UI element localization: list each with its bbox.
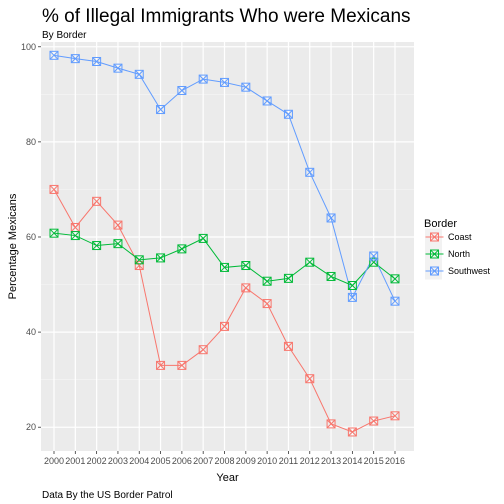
x-tick-label: 2016 (385, 456, 405, 466)
data-point-coast (198, 345, 208, 355)
x-tick-label: 2000 (44, 456, 64, 466)
data-point-southwest (305, 167, 315, 177)
data-point-southwest (241, 82, 251, 92)
data-point-southwest (369, 251, 379, 261)
x-tick-label: 2010 (257, 456, 277, 466)
data-point-southwest (262, 96, 272, 106)
data-point-southwest (326, 213, 336, 223)
x-tick-label: 2008 (214, 456, 234, 466)
data-point-southwest (156, 105, 166, 115)
data-point-north (198, 233, 208, 243)
legend-key-marker (430, 232, 439, 242)
data-point-southwest (113, 63, 123, 73)
x-tick-label: 2009 (236, 456, 256, 466)
x-tick-label: 2001 (65, 456, 85, 466)
legend-key-marker (430, 266, 439, 276)
y-tick-label: 20 (26, 422, 36, 432)
data-point-southwest (347, 292, 357, 302)
y-tick-label: 60 (26, 232, 36, 242)
chart-subtitle: By Border (42, 30, 87, 41)
data-point-north (262, 276, 272, 286)
data-point-north (49, 228, 59, 238)
data-point-north (241, 261, 251, 271)
x-tick-label: 2011 (279, 456, 298, 466)
data-point-coast (369, 416, 379, 426)
chart-title: % of Illegal Immigrants Who were Mexican… (42, 6, 411, 27)
x-tick-label: 2004 (129, 456, 149, 466)
data-point-southwest (49, 50, 59, 60)
y-tick-label: 40 (26, 327, 36, 337)
x-axis-title: Year (216, 472, 239, 484)
data-point-coast (49, 184, 59, 194)
legend-label-coast: Coast (448, 232, 472, 242)
x-tick-label: 2003 (108, 456, 128, 466)
x-tick-label: 2007 (193, 456, 213, 466)
data-point-coast (390, 411, 400, 421)
data-point-southwest (390, 296, 400, 306)
y-tick-label: 80 (26, 137, 36, 147)
data-point-southwest (283, 109, 293, 119)
grid-major (41, 42, 414, 451)
data-point-southwest (198, 74, 208, 84)
data-point-north (177, 244, 187, 254)
x-tick-label: 2005 (151, 456, 171, 466)
data-point-coast (241, 283, 251, 293)
data-point-coast (177, 360, 187, 370)
series-layer (49, 50, 400, 437)
chart-caption: Data By the US Border Patrol (42, 490, 173, 501)
y-axis: 20 40 60 80 100 (21, 42, 41, 432)
data-point-coast (283, 341, 293, 351)
x-tick-label: 2012 (300, 456, 320, 466)
data-point-coast (347, 427, 357, 437)
legend: Border Coast North Southwest (424, 218, 491, 280)
y-tick-label: 100 (21, 42, 36, 52)
data-point-north (70, 231, 80, 241)
legend-item-southwest: Southwest (425, 262, 491, 280)
legend-label-southwest: Southwest (448, 266, 491, 276)
data-point-north (326, 271, 336, 281)
x-tick-label: 2013 (321, 456, 341, 466)
data-point-north (134, 255, 144, 265)
data-point-north (113, 239, 123, 249)
data-point-coast (156, 360, 166, 370)
x-tick-label: 2014 (342, 456, 362, 466)
legend-label-north: North (448, 249, 470, 259)
data-point-coast (305, 374, 315, 384)
legend-title: Border (424, 218, 457, 230)
y-axis-title: Percentage Mexicans (7, 193, 19, 299)
data-point-north (347, 280, 357, 290)
data-point-southwest (134, 69, 144, 79)
data-point-southwest (92, 56, 102, 66)
x-tick-label: 2006 (172, 456, 192, 466)
data-point-north (305, 257, 315, 267)
data-point-southwest (220, 77, 229, 87)
x-tick-label: 2002 (87, 456, 107, 466)
data-point-north (283, 273, 293, 283)
legend-item-north: North (425, 245, 470, 263)
data-point-coast (326, 419, 336, 429)
data-point-coast (113, 220, 123, 230)
data-point-north (220, 262, 229, 272)
legend-item-coast: Coast (425, 228, 472, 246)
data-point-north (156, 253, 166, 263)
data-point-southwest (177, 86, 187, 96)
data-point-north (92, 241, 102, 251)
data-point-north (390, 274, 400, 284)
data-point-coast (262, 299, 272, 309)
data-point-southwest (70, 54, 80, 64)
data-point-coast (92, 196, 102, 206)
x-tick-label: 2015 (364, 456, 384, 466)
x-axis: 2000 2001 2002 2003 2004 2005 2006 2007 2008 2009… (44, 451, 405, 466)
data-point-coast (220, 321, 229, 331)
legend-key-marker (430, 249, 439, 259)
